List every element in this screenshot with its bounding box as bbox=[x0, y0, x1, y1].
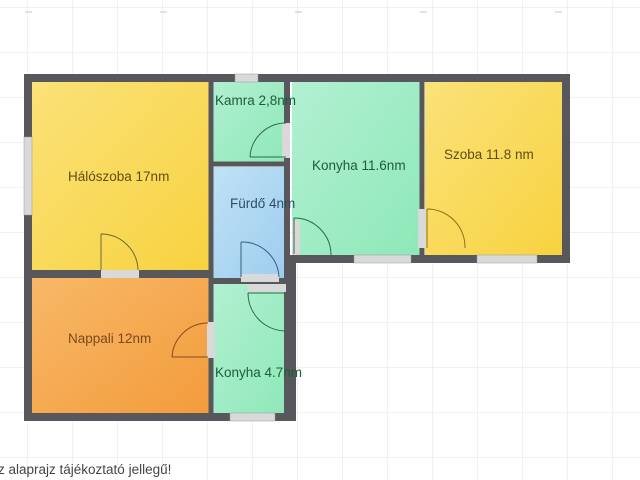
svg-text:Fürdő 4nm: Fürdő 4nm bbox=[230, 196, 295, 211]
svg-text:Kamra 2,8nm: Kamra 2,8nm bbox=[215, 93, 296, 108]
svg-text:Nappali 12nm: Nappali 12nm bbox=[68, 331, 151, 346]
svg-text:Konyha 4.7nm: Konyha 4.7nm bbox=[215, 365, 302, 380]
svg-text:Konyha 11.6nm: Konyha 11.6nm bbox=[312, 158, 406, 173]
svg-text:Hálószoba 17nm: Hálószoba 17nm bbox=[68, 169, 169, 184]
svg-text:Szoba 11.8 nm: Szoba 11.8 nm bbox=[444, 147, 534, 162]
svg-text:z alaprajz tájékoztató jellegű: z alaprajz tájékoztató jellegű! bbox=[0, 462, 171, 477]
